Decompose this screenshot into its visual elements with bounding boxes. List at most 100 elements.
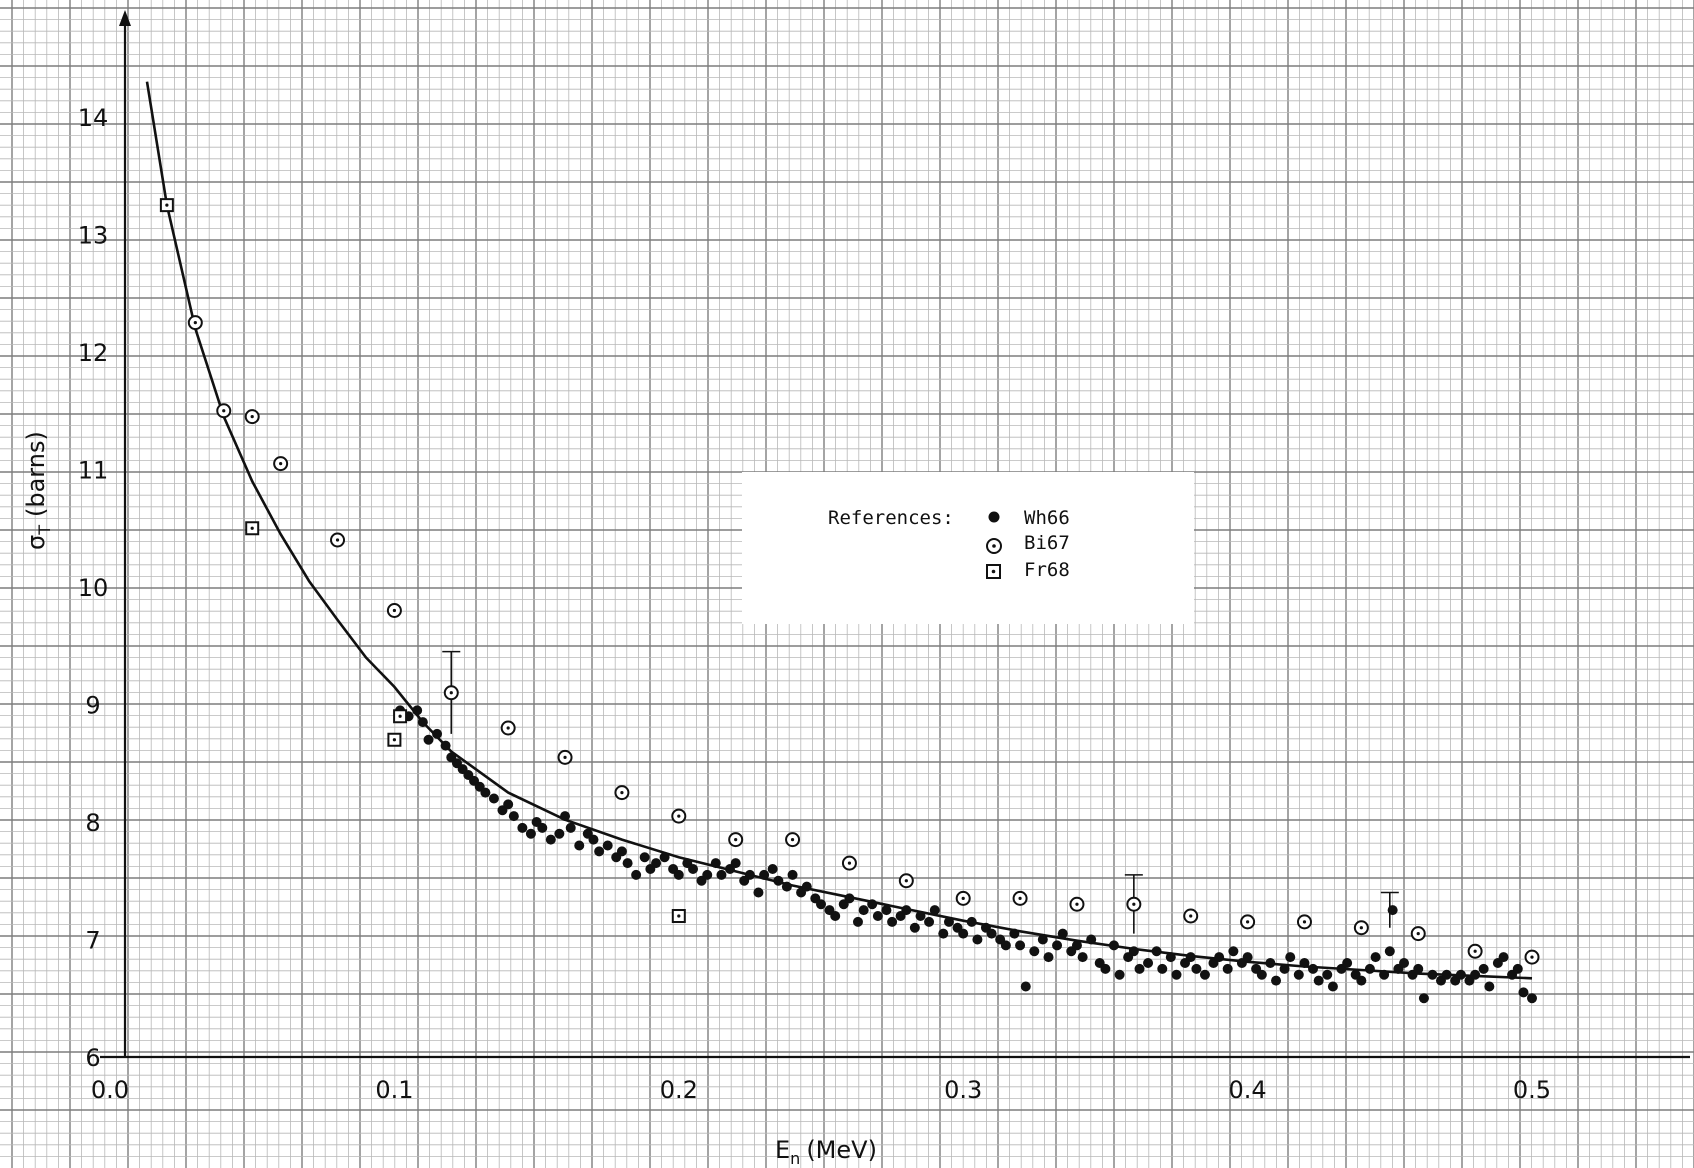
- data-point-wh66: [1299, 958, 1310, 968]
- data-point-wh66: [1015, 940, 1026, 951]
- data-point-fr68-dot: [392, 738, 396, 742]
- data-point-wh66: [1165, 952, 1176, 963]
- data-point-wh66: [872, 911, 883, 921]
- data-point-wh66: [688, 864, 699, 874]
- data-point-wh66: [958, 928, 969, 939]
- data-point-wh66: [702, 869, 713, 880]
- data-point-bi67-dot: [1416, 932, 1420, 936]
- data-point-wh66: [1364, 963, 1375, 974]
- data-point-wh66: [773, 875, 784, 886]
- data-point-wh66: [1214, 952, 1225, 963]
- data-point-wh66: [1128, 946, 1139, 957]
- legend-marker-dot: [991, 569, 996, 574]
- data-point-wh66: [1242, 952, 1253, 963]
- y-axis-label-unit: (barns): [22, 431, 50, 517]
- data-point-bi67-dot: [1359, 926, 1363, 930]
- data-point-wh66: [560, 811, 571, 822]
- data-point-wh66: [1427, 969, 1438, 980]
- data-point-wh66: [412, 705, 423, 716]
- data-point-wh66: [1512, 963, 1523, 974]
- data-point-wh66: [966, 916, 977, 927]
- tick-labels: 0.0 0.1 0.2 0.3 0.4 0.5 6 7 8 9 10 11 12…: [78, 104, 1551, 1104]
- legend-entry-label: Bi67: [1024, 532, 1070, 554]
- data-point-wh66: [1171, 969, 1182, 980]
- y-axis-label-subscript: T: [35, 525, 54, 536]
- data-point-wh66: [574, 840, 585, 851]
- data-point-wh66: [909, 922, 920, 933]
- data-point-wh66: [1265, 958, 1276, 968]
- data-point-wh66: [1020, 981, 1031, 992]
- data-point-bi67-dot: [335, 538, 340, 542]
- data-point-wh66: [602, 840, 613, 851]
- data-point-bi67-dot: [250, 415, 254, 419]
- data-point-wh66: [517, 822, 528, 833]
- data-point-bi67-dot: [1075, 902, 1079, 906]
- data-point-bi67-dot: [904, 879, 908, 883]
- data-point-wh66: [887, 916, 898, 927]
- data-point-wh66: [480, 787, 491, 798]
- data-point-wh66: [639, 852, 650, 863]
- data-point-wh66: [730, 858, 741, 869]
- y-axis-arrow: [119, 10, 131, 26]
- data-point-wh66: [423, 734, 434, 745]
- data-point-wh66: [943, 916, 954, 927]
- data-point-bi67-dot: [1246, 920, 1250, 924]
- data-point-bi67-dot: [279, 462, 283, 466]
- data-point-wh66: [781, 881, 792, 892]
- data-point-wh66: [881, 905, 892, 916]
- data-point-wh66: [753, 887, 764, 898]
- data-point-wh66: [554, 828, 565, 839]
- data-point-wh66: [1037, 934, 1048, 945]
- data-point-wh66: [1222, 963, 1233, 974]
- data-point-fr68-dot: [165, 203, 169, 207]
- data-point-wh66: [1077, 952, 1088, 963]
- y-tick-label: 11: [78, 457, 109, 485]
- data-point-wh66: [1308, 963, 1319, 974]
- legend-entry-label: Fr68: [1024, 559, 1070, 581]
- data-point-wh66: [986, 928, 997, 939]
- data-point-wh66: [616, 846, 627, 857]
- data-point-wh66: [631, 869, 642, 880]
- data-point-wh66: [1052, 940, 1063, 951]
- data-point-wh66: [565, 822, 576, 833]
- data-point-wh66: [1086, 934, 1097, 945]
- data-point-wh66: [1356, 975, 1367, 986]
- data-point-wh66: [929, 905, 940, 916]
- data-point-wh66: [710, 858, 721, 869]
- data-point-wh66: [972, 934, 983, 945]
- data-point-wh66: [1384, 946, 1395, 957]
- data-point-wh66: [830, 911, 841, 921]
- x-axis-label-unit: (MeV): [806, 1136, 877, 1164]
- axes: [100, 10, 1690, 1059]
- data-point-wh66: [901, 905, 912, 916]
- data-point-wh66: [767, 864, 778, 874]
- data-point-wh66: [1279, 963, 1290, 974]
- y-tick-label: 13: [78, 222, 109, 250]
- data-point-bi67-dot: [847, 861, 852, 865]
- data-point-wh66: [1143, 958, 1154, 968]
- data-point-wh66: [801, 881, 812, 892]
- data-point-wh66: [1043, 952, 1054, 963]
- legend-title: References:: [828, 507, 954, 529]
- data-point-fr68-dot: [677, 914, 681, 918]
- data-point-wh66: [1518, 987, 1529, 998]
- data-point-wh66: [1134, 963, 1145, 974]
- data-point-wh66: [503, 799, 514, 810]
- data-point-bi67-dot: [677, 814, 681, 818]
- data-point-wh66: [1313, 975, 1324, 986]
- data-point-bi67-dot: [1530, 955, 1534, 959]
- y-tick-label: 6: [85, 1044, 100, 1072]
- data-point-bi67-dot: [961, 896, 965, 900]
- data-points: [159, 198, 1540, 1004]
- data-point-wh66: [1327, 981, 1338, 992]
- data-point-wh66: [1527, 993, 1537, 1004]
- data-point-wh66: [1271, 975, 1282, 986]
- data-point-wh66: [1322, 969, 1333, 980]
- data-point-wh66: [1009, 928, 1020, 939]
- data-point-bi67-dot: [506, 726, 510, 730]
- data-point-wh66: [915, 911, 926, 921]
- data-point-bi67-dot: [790, 838, 795, 842]
- data-point-wh66: [1114, 969, 1125, 980]
- data-point-wh66: [759, 869, 770, 880]
- data-point-wh66: [1418, 993, 1429, 1004]
